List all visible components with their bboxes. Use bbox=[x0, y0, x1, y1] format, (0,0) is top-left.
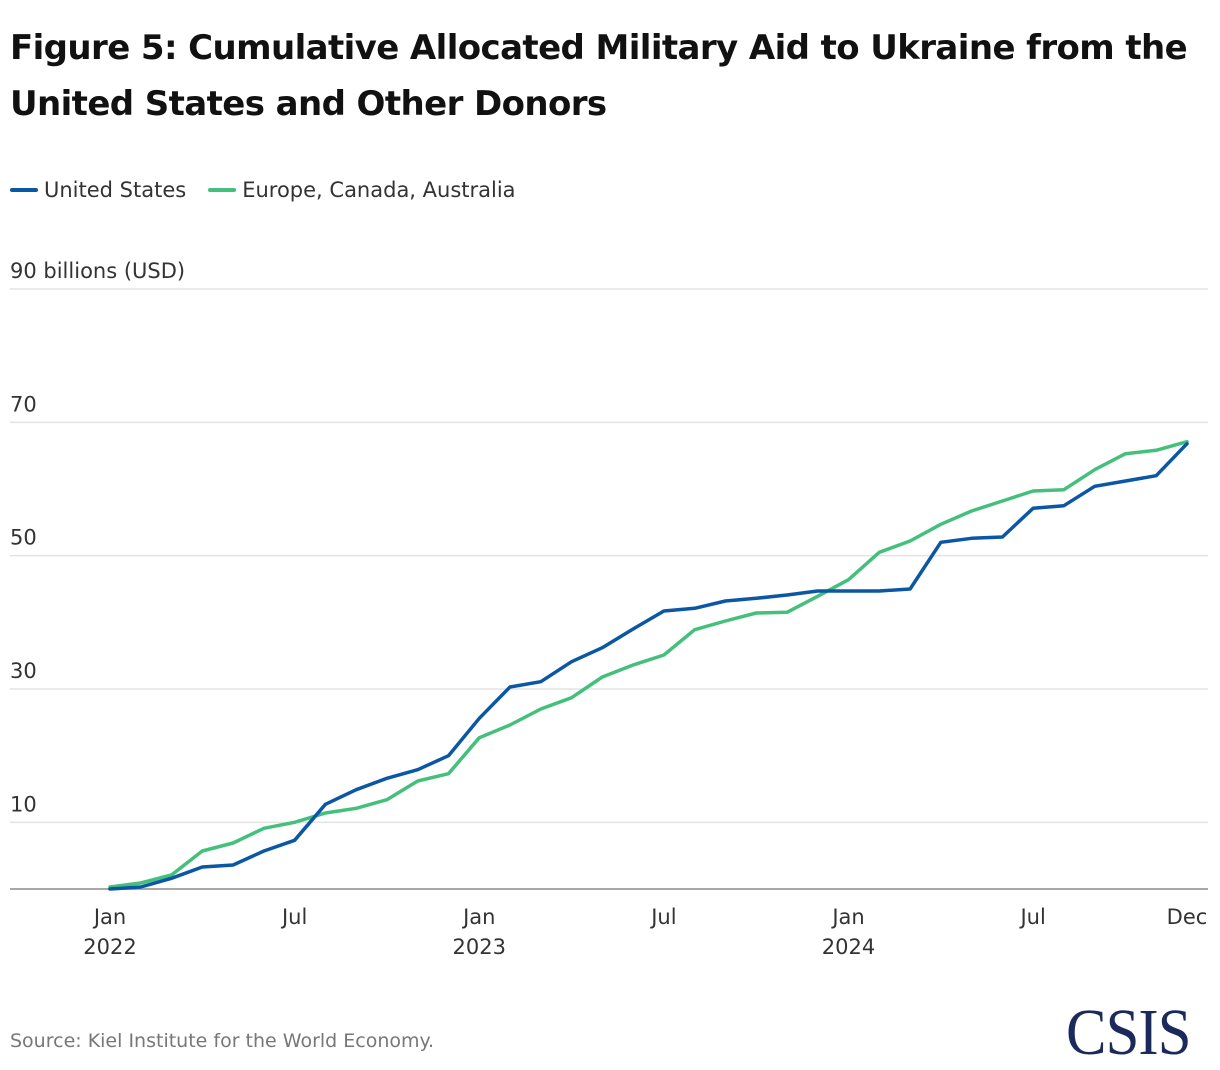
legend-label-europe-canada-australia: Europe, Canada, Australia bbox=[242, 178, 516, 202]
x-tick-year-2022: 2022 bbox=[83, 935, 136, 959]
x-tick-label-2022-01: Jan bbox=[92, 905, 126, 929]
x-tick-year-2024: 2024 bbox=[822, 935, 875, 959]
x-tick-label-2022-07: Jul bbox=[280, 905, 307, 929]
y-tick-label-50: 50 bbox=[10, 526, 37, 550]
y-tick-label-70: 70 bbox=[10, 392, 37, 416]
legend-item-europe-canada-australia: Europe, Canada, Australia bbox=[208, 178, 516, 202]
x-tick-label-2024-07: Jul bbox=[1018, 905, 1045, 929]
gridlines bbox=[10, 288, 1208, 824]
csis-logo: CSIS bbox=[1066, 996, 1192, 1069]
series-lines bbox=[108, 439, 1189, 891]
y-tick-label-90: 90 billions (USD) bbox=[10, 259, 185, 283]
y-tick-label-30: 30 bbox=[10, 659, 37, 683]
legend-label-united-states: United States bbox=[44, 178, 187, 202]
y-tick-label-10: 10 bbox=[10, 792, 37, 816]
x-tick-label-2023-07: Jul bbox=[649, 905, 676, 929]
chart-legend: United States Europe, Canada, Australia bbox=[10, 178, 538, 202]
series-line-united-states bbox=[108, 441, 1189, 891]
series-line-europe-canada-australia bbox=[108, 439, 1189, 889]
legend-swatch-europe-canada-australia bbox=[208, 188, 237, 192]
legend-swatch-united-states bbox=[10, 188, 38, 192]
x-axis-tick-labels: Jan 2022 Jul Jan 2023 Jul Jan 2024 Jul Dec bbox=[83, 905, 1207, 959]
y-axis-tick-labels: 10 30 50 70 90 billions (USD) bbox=[10, 259, 185, 816]
x-tick-label-2024-12: Dec bbox=[1167, 905, 1208, 929]
legend-item-united-states: United States bbox=[10, 178, 186, 202]
x-tick-label-2023-01: Jan bbox=[461, 905, 495, 929]
source-note: Source: Kiel Institute for the World Eco… bbox=[10, 1030, 435, 1052]
x-tick-year-2023: 2023 bbox=[453, 935, 506, 959]
x-tick-label-2024-01: Jan bbox=[830, 905, 864, 929]
chart-title: Figure 5: Cumulative Allocated Military … bbox=[10, 28, 1188, 124]
